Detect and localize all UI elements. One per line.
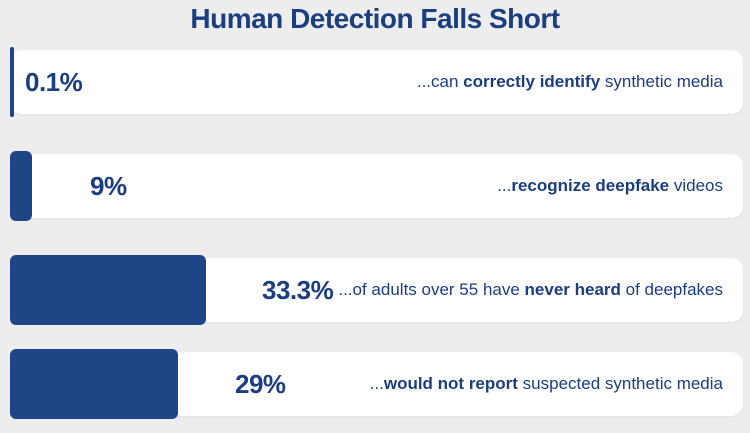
description-text: ... bbox=[369, 374, 384, 393]
stat-value: 9% bbox=[90, 170, 127, 201]
stat-value: 29% bbox=[235, 368, 286, 399]
bar bbox=[10, 349, 178, 419]
stat-row: 9%... recognize deepfake videos bbox=[0, 151, 750, 221]
stat-value: 33.3% bbox=[262, 274, 334, 305]
description-bold-text: correctly identify bbox=[463, 72, 601, 91]
stat-row: 0.1% ...can correctly identify synthetic … bbox=[0, 47, 750, 117]
description-bold-text: never heard bbox=[524, 280, 621, 299]
page-title: Human Detection Falls Short bbox=[190, 3, 560, 34]
description-text: ...of adults over 55 have bbox=[338, 280, 525, 299]
stat-description: ... would not report suspected synthetic … bbox=[370, 352, 723, 416]
stat-description: ...can correctly identify synthetic medi… bbox=[417, 50, 723, 114]
bar bbox=[10, 47, 14, 117]
bar bbox=[10, 151, 32, 221]
description-text: ...can bbox=[416, 72, 464, 91]
description-bold-text: recognize deepfake bbox=[511, 176, 670, 195]
bar bbox=[10, 255, 206, 325]
description-text: videos bbox=[669, 176, 723, 195]
stat-row: 29%... would not report suspected synthet… bbox=[0, 349, 750, 419]
description-bold-text: would not report bbox=[383, 374, 518, 393]
description-text: of deepfakes bbox=[620, 280, 723, 299]
stat-row: 33.3% ...of adults over 55 have never hea… bbox=[0, 255, 750, 325]
bar-track bbox=[10, 50, 743, 114]
stat-value: 0.1% bbox=[25, 66, 83, 97]
bar-track bbox=[10, 154, 743, 218]
description-text: synthetic media bbox=[600, 72, 723, 91]
description-text: suspected synthetic media bbox=[517, 374, 723, 393]
stat-description: ... recognize deepfake videos bbox=[497, 154, 723, 218]
stat-description: ...of adults over 55 have never heard of… bbox=[338, 258, 723, 322]
description-text: ... bbox=[497, 176, 512, 195]
